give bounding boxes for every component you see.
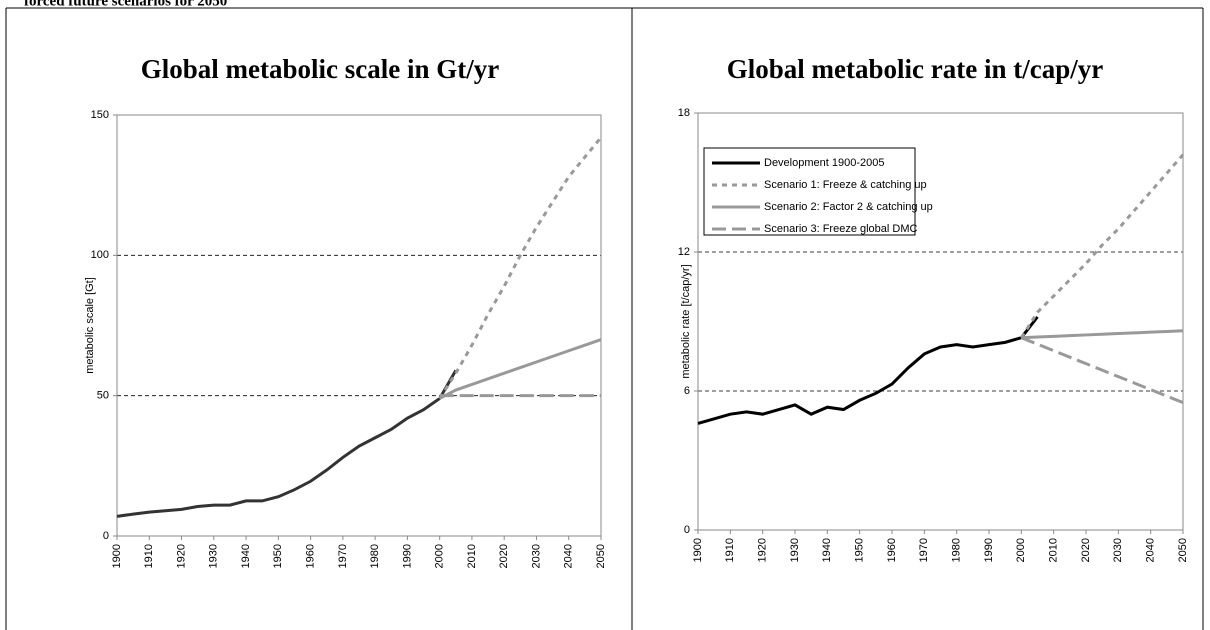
x-tick-label: 1930 (208, 544, 220, 568)
y-tick-label: 12 (678, 246, 690, 258)
x-tick-label: 1910 (143, 544, 155, 568)
series-line (697, 315, 1039, 425)
x-tick-label: 2050 (1177, 538, 1189, 562)
x-tick-label: 2020 (498, 544, 510, 568)
x-tick-label: 1960 (886, 538, 898, 562)
x-tick-label: 2040 (1145, 538, 1157, 562)
x-tick-label: 1920 (757, 538, 769, 562)
x-tick-label: 2000 (1015, 538, 1027, 562)
series-line (438, 338, 602, 400)
y-axis-label: metabolic scale [Gt] (84, 277, 96, 374)
x-tick-label: 2000 (434, 544, 446, 568)
x-tick-label: 2010 (1048, 538, 1060, 562)
x-tick-label: 2030 (530, 544, 542, 568)
x-tick-label: 1980 (951, 538, 963, 562)
legend-label: Scenario 3: Freeze global DMC (764, 223, 918, 235)
series-line (1020, 153, 1185, 339)
legend-label: Scenario 1: Freeze & catching up (764, 179, 927, 191)
y-axis-label: metabolic rate [t/cap/yr] (680, 264, 692, 378)
x-tick-label: 1960 (305, 544, 317, 568)
x-tick-label: 1990 (983, 538, 995, 562)
series-line (1020, 336, 1184, 404)
x-tick-label: 1950 (272, 544, 284, 568)
y-tick-label: 50 (97, 390, 109, 402)
caption: forced future scenarios for 2050 (24, 0, 227, 9)
x-tick-label: 1900 (111, 544, 123, 568)
plot-border (116, 114, 602, 537)
y-tick-label: 18 (678, 107, 690, 119)
x-tick-label: 2030 (1112, 538, 1124, 562)
x-tick-label: 2040 (563, 544, 575, 568)
x-tick-label: 1990 (401, 544, 413, 568)
y-tick-label: 0 (684, 524, 690, 536)
x-tick-label: 1940 (821, 538, 833, 562)
x-tick-label: 1970 (918, 538, 930, 562)
plot-border (697, 112, 1184, 531)
x-tick-label: 2020 (1080, 538, 1092, 562)
y-tick-label: 0 (103, 530, 109, 542)
x-tick-label: 1910 (724, 538, 736, 562)
legend-label: Scenario 2: Factor 2 & catching up (764, 201, 933, 213)
x-tick-label: 2010 (466, 544, 478, 568)
x-tick-label: 1950 (854, 538, 866, 562)
y-tick-label: 150 (91, 109, 109, 121)
y-tick-label: 6 (684, 385, 690, 397)
x-tick-label: 1900 (692, 538, 704, 562)
series-line (1021, 329, 1184, 340)
y-tick-label: 100 (91, 249, 109, 261)
x-tick-label: 1920 (175, 544, 187, 568)
series-line (438, 136, 603, 400)
chart-title: Global metabolic rate in t/cap/yr (727, 54, 1103, 84)
x-tick-label: 1970 (337, 544, 349, 568)
x-tick-label: 1980 (369, 544, 381, 568)
x-tick-label: 2050 (595, 544, 607, 568)
chart-title: Global metabolic scale in Gt/yr (141, 54, 499, 84)
x-tick-label: 1940 (240, 544, 252, 568)
series-line (116, 369, 458, 518)
legend-label: Development 1900-2005 (764, 157, 884, 169)
x-tick-label: 1930 (789, 538, 801, 562)
